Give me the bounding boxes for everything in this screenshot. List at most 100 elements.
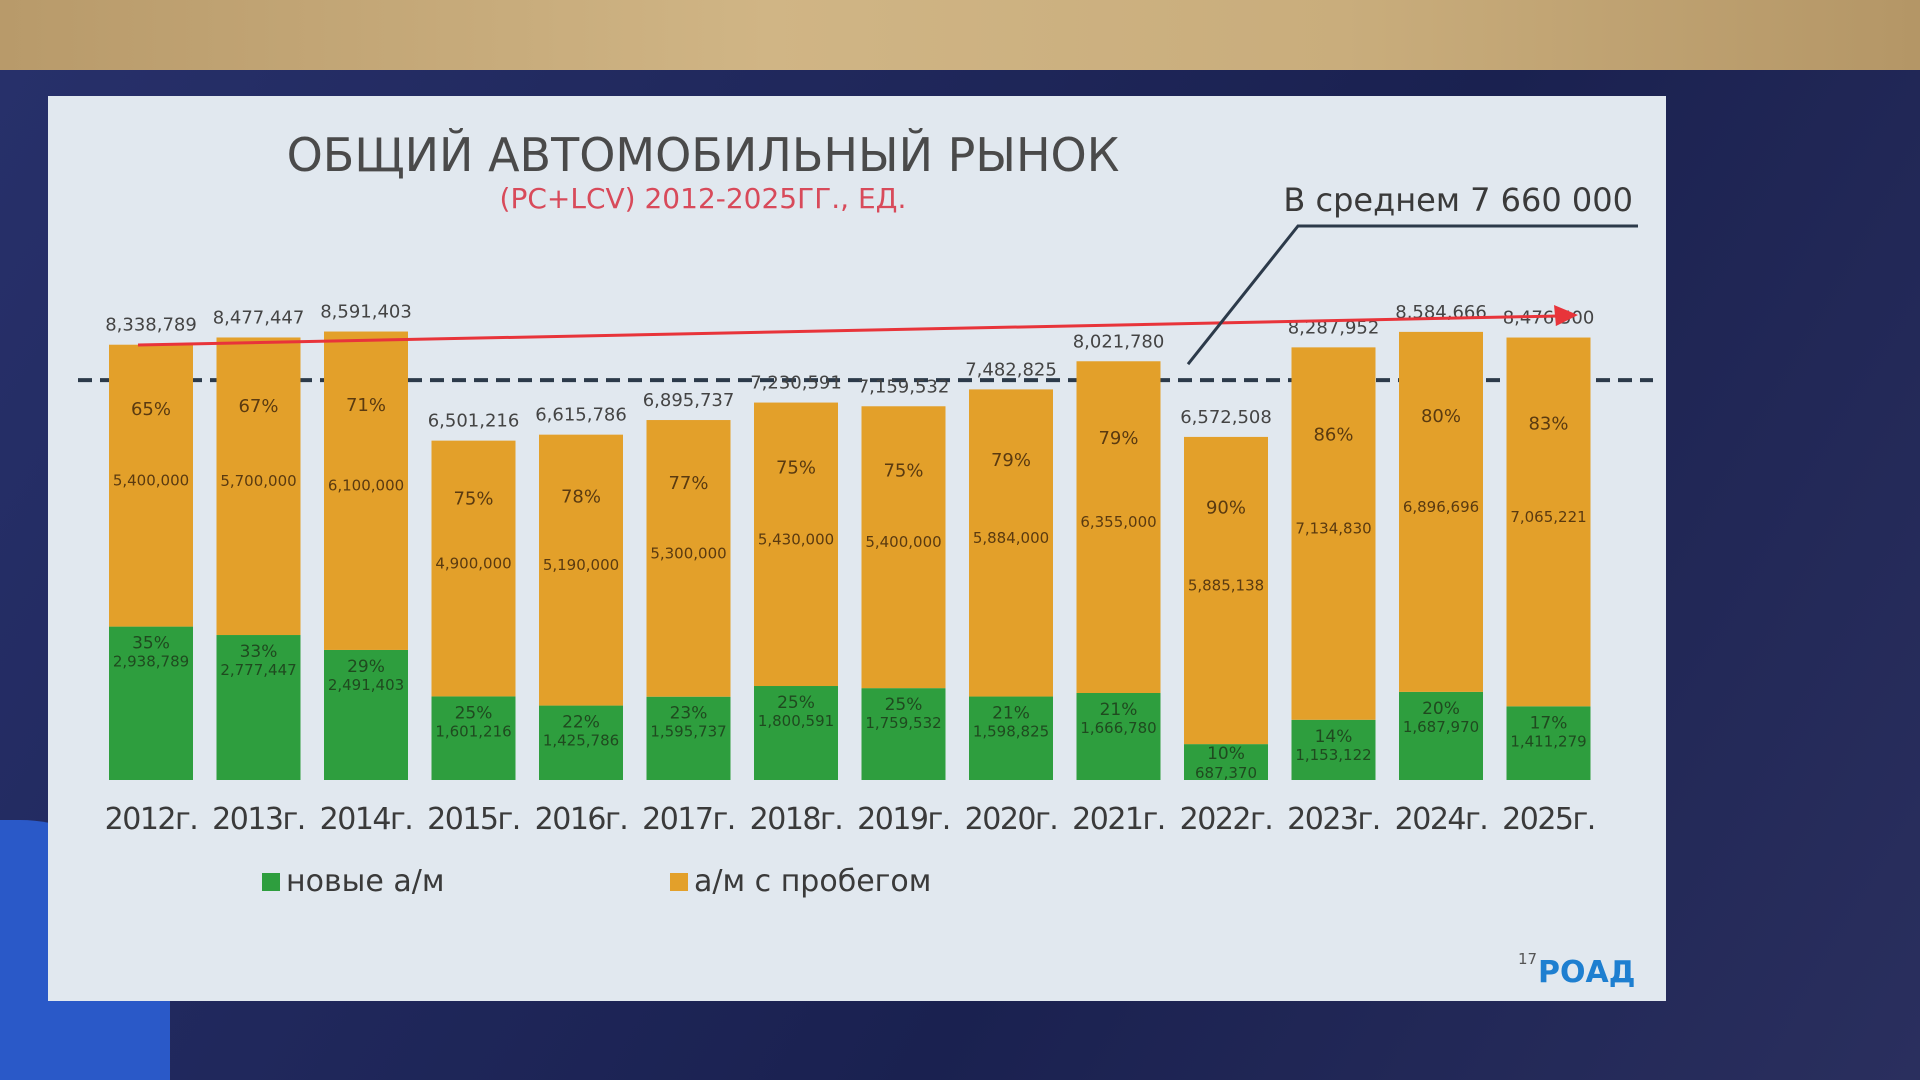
- legend-label-new: новые а/м: [286, 864, 444, 899]
- used-pct-label: 75%: [776, 457, 816, 478]
- new-value-label: 687,370: [1195, 764, 1257, 782]
- bar-used-2023г.: [1291, 347, 1376, 720]
- total-label: 8,338,789: [105, 315, 197, 336]
- x-tick-label: 2016г.: [535, 802, 628, 837]
- bar-new-2015г.: [431, 696, 516, 780]
- new-pct-label: 10%: [1207, 744, 1245, 764]
- used-pct-label: 78%: [561, 486, 601, 507]
- used-pct-label: 90%: [1206, 498, 1246, 519]
- legend-swatch-new: [262, 873, 280, 891]
- bar-used-2018г.: [754, 402, 838, 687]
- used-value-label: 5,190,000: [543, 556, 619, 574]
- total-label: 7,482,825: [965, 359, 1057, 380]
- new-pct-label: 25%: [885, 695, 923, 715]
- chart-title: ОБЩИЙ АВТОМОБИЛЬНЫЙ РЫНОК: [287, 128, 1120, 182]
- bar-used-2024г.: [1399, 331, 1483, 692]
- trend-arrow-line: [137, 314, 1559, 347]
- total-label: 6,572,508: [1180, 407, 1272, 428]
- new-value-label: 1,595,737: [650, 723, 726, 741]
- bar-used-2016г.: [539, 434, 623, 706]
- used-value-label: 7,134,830: [1295, 520, 1371, 538]
- slide: ОБЩИЙ АВТОМОБИЛЬНЫЙ РЫНОК (PC+LCV) 2012-…: [48, 96, 1666, 1001]
- new-value-label: 1,411,279: [1510, 732, 1586, 750]
- used-value-label: 5,300,000: [650, 544, 726, 562]
- new-value-label: 1,598,825: [973, 723, 1049, 741]
- x-tick-label: 2021г.: [1072, 802, 1165, 837]
- new-pct-label: 35%: [132, 634, 170, 654]
- new-pct-label: 21%: [992, 704, 1030, 724]
- used-pct-label: 79%: [1098, 428, 1138, 449]
- bar-used-2021г.: [1076, 361, 1161, 693]
- new-pct-label: 25%: [777, 693, 815, 713]
- new-pct-label: 17%: [1530, 713, 1568, 733]
- x-tick-label: 2023г.: [1287, 802, 1380, 837]
- new-value-label: 2,777,447: [220, 661, 296, 679]
- x-tick-label: 2020г.: [965, 802, 1058, 837]
- new-value-label: 1,800,591: [758, 712, 834, 730]
- used-value-label: 5,400,000: [113, 472, 189, 490]
- used-value-label: 5,400,000: [865, 533, 941, 551]
- used-value-label: 6,355,000: [1080, 513, 1156, 531]
- bar-used-2019г.: [861, 406, 946, 689]
- new-value-label: 2,938,789: [113, 653, 189, 671]
- bar-new-2013г.: [216, 635, 301, 780]
- new-pct-label: 14%: [1315, 727, 1353, 747]
- road-logo: РОАД: [1538, 955, 1635, 990]
- x-tick-label: 2014г.: [320, 802, 413, 837]
- used-pct-label: 67%: [238, 396, 278, 417]
- used-pct-label: 79%: [991, 450, 1031, 471]
- trend-arrow-head: [1554, 305, 1578, 326]
- used-value-label: 5,885,138: [1188, 577, 1264, 595]
- bar-new-2021г.: [1076, 692, 1161, 780]
- bar-used-2022г.: [1184, 436, 1268, 745]
- average-label: В среднем 7 660 000: [1283, 181, 1633, 219]
- new-pct-label: 20%: [1422, 699, 1460, 719]
- used-pct-label: 77%: [668, 473, 708, 494]
- bar-new-2016г.: [539, 705, 623, 780]
- bar-new-2023г.: [1291, 719, 1376, 780]
- bar-used-2015г.: [431, 440, 516, 697]
- total-label: 8,287,952: [1288, 317, 1380, 338]
- total-label: 6,895,737: [643, 390, 735, 411]
- bar-new-2025г.: [1506, 706, 1591, 780]
- bar-used-2012г.: [109, 344, 193, 627]
- bar-new-2024г.: [1399, 691, 1483, 780]
- new-value-label: 1,687,970: [1403, 718, 1479, 736]
- x-tick-label: 2019г.: [857, 802, 950, 837]
- new-pct-label: 33%: [240, 642, 278, 662]
- total-label: 7,159,532: [858, 376, 950, 397]
- chart: ОБЩИЙ АВТОМОБИЛЬНЫЙ РЫНОК (PC+LCV) 2012-…: [78, 128, 1653, 990]
- used-value-label: 5,700,000: [220, 472, 296, 490]
- bar-used-2025г.: [1506, 337, 1591, 707]
- total-label: 6,615,786: [535, 405, 627, 426]
- used-value-label: 5,430,000: [758, 530, 834, 548]
- bar-new-2018г.: [754, 686, 838, 780]
- new-value-label: 1,425,786: [543, 732, 619, 750]
- used-pct-label: 83%: [1528, 414, 1568, 435]
- used-value-label: 6,896,696: [1403, 498, 1479, 516]
- used-pct-label: 80%: [1421, 406, 1461, 427]
- new-value-label: 1,759,532: [865, 714, 941, 732]
- used-pct-label: 86%: [1313, 424, 1353, 445]
- legend: новые а/м а/м с пробегом: [262, 864, 931, 899]
- bar-used-2014г.: [324, 331, 408, 650]
- bar-new-2019г.: [861, 688, 946, 780]
- x-tick-label: 2015г.: [427, 802, 520, 837]
- bar-new-2014г.: [324, 649, 408, 780]
- new-pct-label: 29%: [347, 657, 385, 677]
- legend-swatch-used: [670, 873, 688, 891]
- new-value-label: 1,153,122: [1295, 746, 1371, 764]
- page-number: 17: [1518, 950, 1537, 968]
- new-value-label: 1,666,780: [1080, 719, 1156, 737]
- total-label: 8,021,780: [1073, 331, 1165, 352]
- total-label: 7,230,591: [750, 373, 842, 394]
- new-pct-label: 21%: [1100, 700, 1138, 720]
- bar-used-2020г.: [969, 389, 1053, 697]
- new-value-label: 1,601,216: [435, 722, 511, 740]
- used-value-label: 7,065,221: [1510, 508, 1586, 526]
- bar-new-2012г.: [109, 626, 193, 780]
- bar-new-2022г.: [1184, 744, 1268, 780]
- x-tick-label: 2018г.: [750, 802, 843, 837]
- new-pct-label: 22%: [562, 713, 600, 733]
- x-tick-label: 2024г.: [1395, 802, 1488, 837]
